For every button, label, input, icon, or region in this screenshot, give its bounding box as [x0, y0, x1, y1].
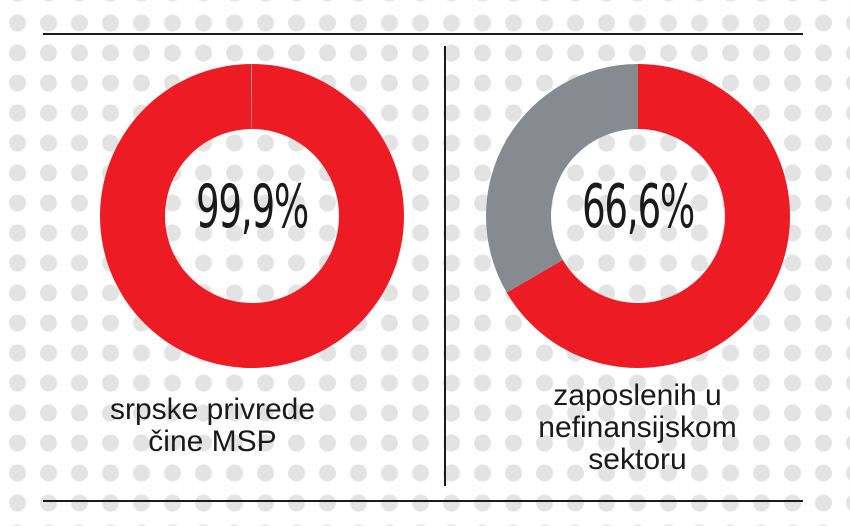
- caption-msp: srpske privrede čine MSP: [0, 394, 425, 458]
- caption-line: srpske privrede: [109, 393, 316, 426]
- chart-panel-employment: 66,6% zaposlenih u nefinansijskom sektor…: [425, 0, 850, 526]
- donut-slice-1: [486, 64, 638, 293]
- caption-line: zaposlenih u: [553, 379, 722, 412]
- caption-line: nefinansijskom: [538, 411, 737, 444]
- column-divider: [444, 46, 446, 486]
- caption-line: čine MSP: [148, 425, 277, 458]
- donut-chart-msp: [100, 64, 404, 368]
- caption-employment: zaposlenih u nefinansijskom sektoru: [425, 380, 850, 476]
- donut-slice-0: [100, 64, 404, 368]
- percentage-label-msp: 99,9%: [196, 172, 309, 242]
- donut-slice-1: [251, 64, 252, 130]
- chart-panel-msp: 99,9% srpske privrede čine MSP: [0, 64, 425, 458]
- caption-line: sektoru: [588, 443, 687, 476]
- bottom-rule: [43, 500, 803, 502]
- percentage-label-employment: 66,6%: [582, 172, 695, 242]
- donut-chart-employment: [486, 64, 790, 368]
- donut-slice-0: [506, 64, 790, 368]
- donut-svg-msp: [100, 64, 404, 368]
- donut-svg-employment: [486, 64, 790, 368]
- top-rule: [43, 33, 803, 35]
